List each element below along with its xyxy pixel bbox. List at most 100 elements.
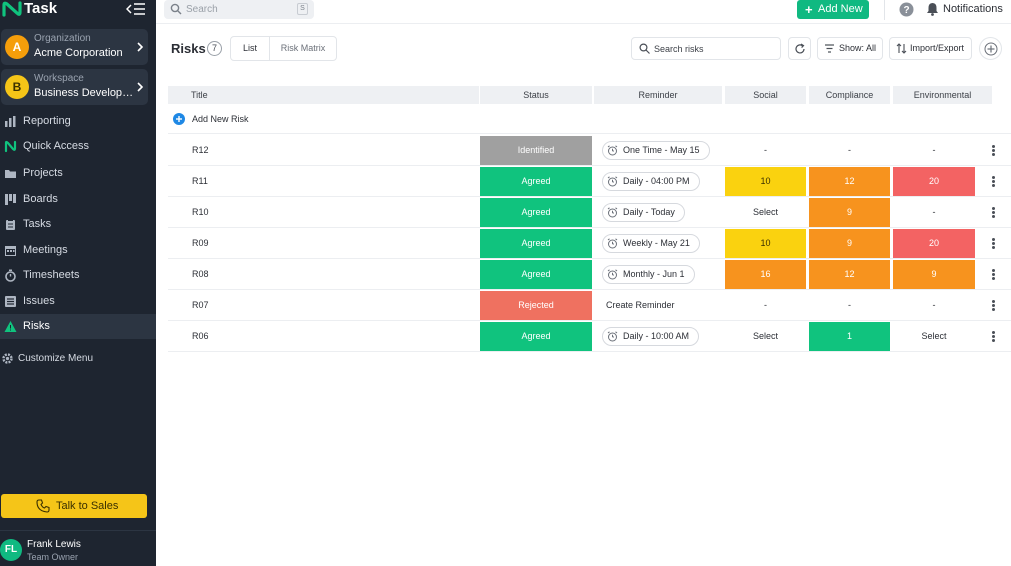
- reminder-pill[interactable]: One Time - May 15: [602, 141, 710, 160]
- environmental-score-cell[interactable]: -: [932, 207, 936, 217]
- risk-title[interactable]: R08: [192, 269, 209, 279]
- list-icon: [5, 296, 16, 307]
- row-menu-button[interactable]: [989, 136, 1001, 165]
- workspace-switcher[interactable]: B Workspace Business Developm...: [1, 69, 148, 105]
- compliance-score-cell[interactable]: 9: [809, 198, 890, 227]
- risk-title[interactable]: R11: [192, 176, 208, 186]
- status-badge[interactable]: Agreed: [480, 167, 592, 196]
- compliance-score-cell[interactable]: -: [848, 145, 851, 155]
- status-badge[interactable]: Agreed: [480, 198, 592, 227]
- help-icon[interactable]: ?: [899, 2, 914, 17]
- sidebar-item-risks[interactable]: Risks: [0, 314, 156, 339]
- risk-search-input[interactable]: Search risks: [631, 37, 781, 60]
- user-profile[interactable]: FL Frank Lewis Team Owner: [0, 530, 156, 566]
- reminder-cell[interactable]: Weekly - May 21: [594, 229, 722, 258]
- row-menu-button[interactable]: [989, 322, 1001, 351]
- sidebar-item-quick-access[interactable]: Quick Access: [0, 134, 156, 159]
- environmental-score-cell[interactable]: Select: [921, 331, 947, 341]
- row-menu-button[interactable]: [989, 229, 1001, 258]
- add-new-risk-row[interactable]: Add New Risk: [168, 110, 1011, 134]
- sidebar-item-meetings[interactable]: Meetings: [0, 238, 156, 263]
- environmental-score-cell[interactable]: 20: [893, 167, 975, 196]
- row-menu-button[interactable]: [989, 291, 1001, 320]
- social-score-cell[interactable]: 16: [725, 260, 806, 289]
- social-score-cell[interactable]: Select: [752, 207, 778, 217]
- sidebar-item-boards[interactable]: Boards: [0, 187, 156, 212]
- risk-title[interactable]: R12: [192, 145, 209, 155]
- table-row[interactable]: R07 Rejected Create Reminder - - -: [168, 290, 1011, 321]
- talk-to-sales-button[interactable]: Talk to Sales: [1, 494, 147, 518]
- refresh-button[interactable]: [788, 37, 811, 60]
- import-export-button[interactable]: Import/Export: [889, 37, 972, 60]
- compliance-score-cell[interactable]: 9: [809, 229, 890, 258]
- organization-switcher[interactable]: A Organization Acme Corporation: [1, 29, 148, 65]
- reminder-cell[interactable]: Create Reminder: [594, 291, 722, 320]
- risk-title[interactable]: R06: [192, 331, 209, 341]
- column-header-reminder[interactable]: Reminder: [594, 86, 722, 104]
- social-score-cell[interactable]: 10: [725, 229, 806, 258]
- tab-list[interactable]: List: [231, 37, 270, 60]
- environmental-score-cell[interactable]: 9: [893, 260, 975, 289]
- risk-title[interactable]: R10: [192, 207, 209, 217]
- show-filter-button[interactable]: Show: All: [817, 37, 883, 60]
- status-badge[interactable]: Agreed: [480, 229, 592, 258]
- more-vertical-icon: [992, 300, 996, 312]
- add-new-button[interactable]: + Add New: [797, 0, 869, 19]
- social-score-cell[interactable]: -: [764, 145, 767, 155]
- compliance-score-cell[interactable]: 1: [809, 322, 890, 351]
- status-badge[interactable]: Rejected: [480, 291, 592, 320]
- reminder-pill[interactable]: Daily - 04:00 PM: [602, 172, 700, 191]
- status-badge[interactable]: Agreed: [480, 322, 592, 351]
- table-row[interactable]: R09 Agreed Weekly - May 21 10 9 20: [168, 228, 1011, 259]
- reminder-cell[interactable]: Daily - 04:00 PM: [594, 167, 722, 196]
- bell-icon[interactable]: [926, 2, 939, 16]
- column-header-status[interactable]: Status: [480, 86, 592, 104]
- sidebar-item-reporting[interactable]: Reporting: [0, 109, 156, 134]
- risk-title[interactable]: R09: [192, 238, 209, 248]
- row-menu-button[interactable]: [989, 198, 1001, 227]
- table-row[interactable]: R12 Identified One Time - May 15 - - -: [168, 135, 1011, 166]
- risk-title[interactable]: R07: [192, 300, 209, 310]
- status-badge[interactable]: Agreed: [480, 260, 592, 289]
- global-search-input[interactable]: Search S: [164, 0, 314, 19]
- social-score-cell[interactable]: -: [764, 300, 767, 310]
- reminder-cell[interactable]: Daily - Today: [594, 198, 722, 227]
- column-header-compliance[interactable]: Compliance: [809, 86, 890, 104]
- reminder-cell[interactable]: Daily - 10:00 AM: [594, 322, 722, 351]
- reminder-pill[interactable]: Daily - 10:00 AM: [602, 327, 700, 346]
- sidebar-item-tasks[interactable]: Tasks: [0, 212, 156, 237]
- collapse-sidebar-icon[interactable]: [126, 1, 146, 17]
- table-row[interactable]: R11 Agreed Daily - 04:00 PM 10 12 20: [168, 166, 1011, 197]
- add-column-button[interactable]: [979, 37, 1002, 60]
- table-row[interactable]: R08 Agreed Monthly - Jun 1 16 12 9: [168, 259, 1011, 290]
- social-score-cell[interactable]: 10: [725, 167, 806, 196]
- column-header-social[interactable]: Social: [725, 86, 806, 104]
- environmental-score-cell[interactable]: -: [932, 145, 936, 155]
- sidebar-item-issues[interactable]: Issues: [0, 289, 156, 314]
- compliance-score-cell[interactable]: 12: [809, 167, 890, 196]
- reminder-pill[interactable]: Weekly - May 21: [602, 234, 700, 253]
- social-score-cell[interactable]: Select: [752, 331, 778, 341]
- reminder-cell[interactable]: One Time - May 15: [594, 136, 722, 165]
- sidebar-item-projects[interactable]: Projects: [0, 161, 156, 186]
- environmental-score-cell[interactable]: 20: [893, 229, 975, 258]
- row-menu-button[interactable]: [989, 167, 1001, 196]
- divider: [884, 0, 885, 20]
- compliance-score-cell[interactable]: 12: [809, 260, 890, 289]
- create-reminder-link[interactable]: Create Reminder: [606, 300, 675, 310]
- status-badge[interactable]: Identified: [480, 136, 592, 165]
- row-menu-button[interactable]: [989, 260, 1001, 289]
- notifications-link[interactable]: Notifications: [943, 3, 1003, 15]
- compliance-score-cell[interactable]: -: [848, 300, 851, 310]
- table-row[interactable]: R10 Agreed Daily - Today Select 9 -: [168, 197, 1011, 228]
- tab-risk-matrix[interactable]: Risk Matrix: [280, 43, 326, 53]
- reminder-pill[interactable]: Daily - Today: [602, 203, 685, 222]
- column-header-environmental[interactable]: Environmental: [893, 86, 992, 104]
- table-row[interactable]: R06 Agreed Daily - 10:00 AM Select 1 Select: [168, 321, 1011, 352]
- environmental-score-cell[interactable]: -: [932, 300, 936, 310]
- reminder-pill[interactable]: Monthly - Jun 1: [602, 265, 695, 284]
- sidebar-item-timesheets[interactable]: Timesheets: [0, 263, 156, 288]
- reminder-cell[interactable]: Monthly - Jun 1: [594, 260, 722, 289]
- customize-menu[interactable]: Customize Menu: [0, 346, 156, 371]
- column-header-title[interactable]: Title: [168, 86, 479, 104]
